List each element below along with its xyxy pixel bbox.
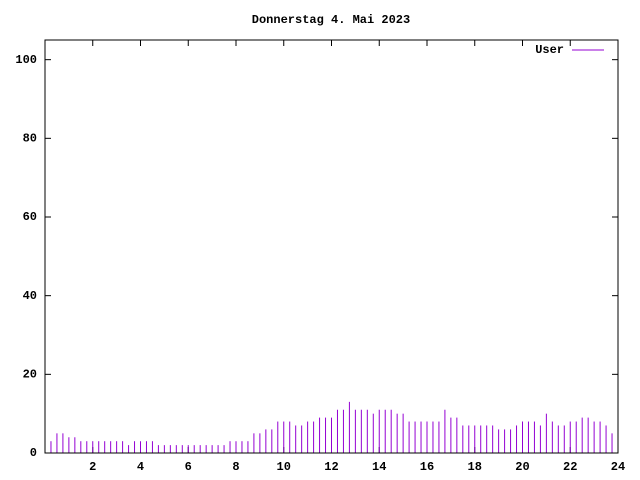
x-tick-label: 10: [277, 460, 291, 474]
x-tick-label: 20: [515, 460, 529, 474]
x-tick-label: 18: [468, 460, 482, 474]
x-tick-label: 8: [232, 460, 239, 474]
x-tick-label: 2: [89, 460, 96, 474]
x-tick-label: 14: [372, 460, 386, 474]
x-tick-label: 22: [563, 460, 577, 474]
legend-label: User: [535, 43, 564, 57]
x-tick-label: 24: [611, 460, 625, 474]
x-tick-label: 16: [420, 460, 434, 474]
y-tick-label: 60: [23, 210, 37, 224]
x-tick-label: 12: [324, 460, 338, 474]
plot-frame: [44, 39, 619, 454]
y-tick-label: 100: [15, 53, 37, 67]
y-tick-label: 40: [23, 289, 37, 303]
x-tick-label: 6: [185, 460, 192, 474]
y-tick-label: 20: [23, 368, 37, 382]
chart-title: Donnerstag 4. Mai 2023: [252, 13, 410, 27]
x-tick-label: 4: [137, 460, 144, 474]
y-tick-label: 80: [23, 132, 37, 146]
y-tick-label: 0: [30, 446, 37, 460]
